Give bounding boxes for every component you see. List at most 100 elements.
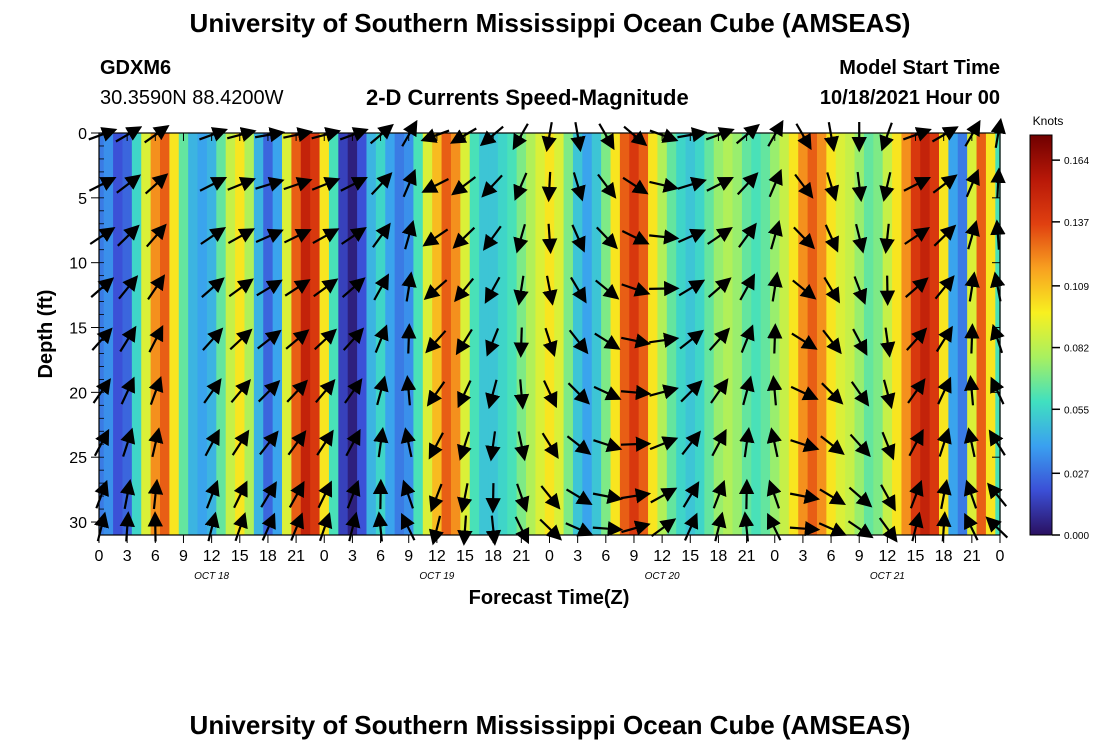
heatmap-cell bbox=[225, 133, 236, 535]
heatmap-cell bbox=[582, 133, 593, 535]
heatmap-cell bbox=[892, 133, 903, 535]
current-vector bbox=[739, 375, 755, 406]
x-tick-label: 18 bbox=[935, 548, 953, 565]
current-vector bbox=[145, 223, 167, 248]
current-vector bbox=[118, 275, 139, 300]
colorbar-tick-label: 0.137 bbox=[1064, 218, 1089, 229]
current-vector bbox=[255, 228, 284, 244]
current-vector bbox=[909, 479, 924, 509]
x-tick-label: 18 bbox=[484, 548, 502, 565]
heatmap-cell bbox=[948, 133, 959, 535]
current-vector bbox=[711, 428, 727, 457]
x-tick-label: 0 bbox=[545, 548, 554, 565]
current-vector bbox=[990, 167, 1006, 198]
current-vector bbox=[990, 219, 1006, 250]
current-vector bbox=[400, 375, 417, 406]
current-vector bbox=[344, 378, 363, 404]
current-vector bbox=[964, 271, 980, 302]
current-vector bbox=[230, 379, 251, 404]
current-vector bbox=[621, 520, 651, 536]
station-location: 30.3590N 88.4200W bbox=[100, 87, 284, 109]
current-vector bbox=[650, 487, 678, 504]
heatmap-cell bbox=[713, 133, 724, 535]
current-vector bbox=[203, 378, 222, 404]
current-vector bbox=[370, 172, 393, 196]
heatmap-cell bbox=[160, 133, 170, 535]
current-vector bbox=[621, 230, 650, 245]
current-vector bbox=[649, 177, 680, 193]
x-tick-label: 9 bbox=[179, 548, 188, 565]
current-vector bbox=[819, 488, 846, 506]
current-vector bbox=[767, 220, 783, 250]
heatmap-cell bbox=[197, 133, 208, 535]
current-vector bbox=[990, 323, 1005, 354]
current-vector bbox=[789, 488, 820, 505]
current-vector bbox=[738, 222, 757, 248]
y-tick-label: 30 bbox=[69, 515, 87, 532]
model-start-label: Model Start Time bbox=[839, 57, 1000, 79]
current-vector bbox=[227, 228, 255, 245]
current-vector bbox=[228, 278, 254, 298]
current-vector bbox=[257, 329, 282, 350]
current-vector bbox=[985, 516, 1009, 539]
y-tick-label: 10 bbox=[69, 256, 87, 273]
current-vector bbox=[708, 327, 731, 351]
current-vector bbox=[622, 176, 649, 195]
current-vector bbox=[372, 511, 389, 542]
current-vector bbox=[542, 275, 558, 306]
heatmap-cell bbox=[310, 133, 321, 535]
current-vector bbox=[514, 483, 530, 513]
current-vector bbox=[485, 431, 501, 462]
current-vector bbox=[620, 384, 652, 401]
current-vector bbox=[822, 329, 842, 355]
date-labels: OCT 18 OCT 19 OCT 20 OCT 21 bbox=[194, 571, 905, 582]
current-vector bbox=[593, 437, 623, 453]
current-vector bbox=[650, 518, 677, 538]
current-vector bbox=[425, 330, 447, 354]
heatmap-cell bbox=[619, 133, 630, 535]
current-vector bbox=[964, 323, 980, 354]
current-vector bbox=[852, 328, 868, 356]
heatmap-cell bbox=[253, 133, 264, 535]
current-vector bbox=[513, 223, 529, 254]
current-vector bbox=[148, 376, 164, 405]
current-vector bbox=[423, 279, 448, 301]
heatmap-cell bbox=[385, 133, 396, 535]
current-vector bbox=[312, 228, 340, 245]
y-tick-label: 0 bbox=[78, 126, 87, 143]
current-vector bbox=[767, 323, 783, 354]
current-vector bbox=[706, 176, 734, 192]
current-vector bbox=[880, 431, 896, 461]
x-tick-label: 6 bbox=[376, 548, 385, 565]
heatmap-cell bbox=[99, 133, 105, 535]
current-vector bbox=[848, 486, 873, 508]
current-vector bbox=[119, 479, 136, 510]
heatmap-cell bbox=[422, 133, 433, 535]
x-tick-label: 12 bbox=[653, 548, 671, 565]
heatmap-cell bbox=[507, 133, 518, 535]
heatmap-cell bbox=[178, 133, 189, 535]
heatmap-cell bbox=[732, 133, 743, 535]
current-vector bbox=[260, 481, 277, 508]
current-vector bbox=[457, 380, 472, 409]
current-vector bbox=[341, 227, 367, 245]
current-vector bbox=[789, 520, 821, 537]
heatmap-cell bbox=[648, 133, 659, 535]
current-vector bbox=[818, 522, 847, 537]
colorbar-tick-label: 0.055 bbox=[1064, 405, 1089, 416]
heatmap-cell bbox=[282, 133, 293, 535]
current-vector bbox=[313, 278, 339, 298]
heatmap-cell bbox=[544, 133, 555, 535]
current-vector bbox=[317, 512, 333, 542]
current-vector bbox=[428, 432, 444, 460]
x-tick-label: 9 bbox=[855, 548, 864, 565]
current-vector bbox=[204, 428, 220, 457]
current-vector bbox=[200, 227, 227, 245]
current-vector bbox=[766, 479, 782, 509]
heatmap-cell bbox=[526, 133, 537, 535]
heatmap-cell bbox=[685, 133, 696, 535]
heatmap-cell bbox=[188, 133, 199, 535]
current-vector bbox=[593, 385, 622, 401]
current-vector bbox=[373, 375, 389, 406]
current-vector bbox=[421, 177, 449, 193]
